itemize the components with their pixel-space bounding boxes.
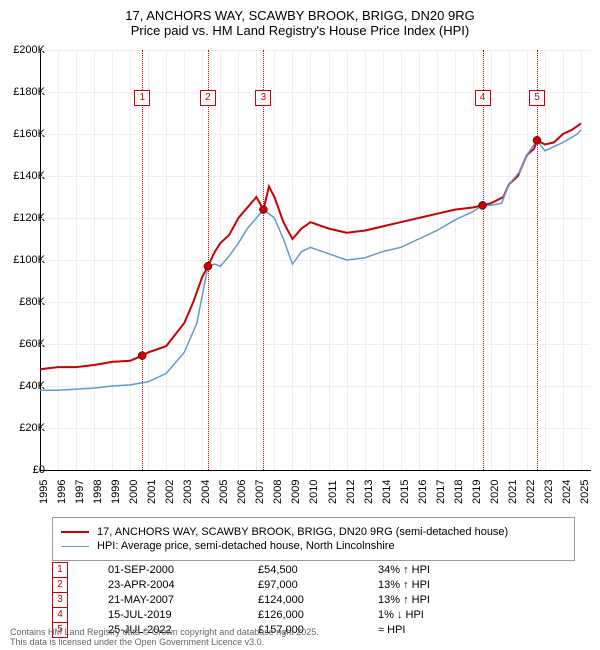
x-tick-label: 2016 [417,480,429,504]
title-sub: Price paid vs. HM Land Registry's House … [0,23,600,38]
transaction-price: £126,000 [258,609,378,621]
series-hpi [40,130,581,390]
x-tick-label: 2014 [381,480,393,504]
series-price-paid [40,124,581,370]
sale-dot [204,262,212,270]
chart-lines [40,50,590,470]
legend-swatch [61,546,89,547]
transaction-row: 1 01-SEP-2000£54,50034% ↑ HPI [52,562,468,577]
transaction-marker: 4 [52,607,68,623]
x-tick-label: 2001 [146,480,158,504]
transaction-marker: 2 [52,577,68,593]
transaction-pct: ≈ HPI [378,624,468,636]
transaction-row: 3 21-MAY-2007£124,00013% ↑ HPI [52,592,468,607]
transaction-row: 4 15-JUL-2019£126,0001% ↓ HPI [52,607,468,622]
x-tick-label: 2007 [254,480,266,504]
footer-line2: This data is licensed under the Open Gov… [10,638,319,648]
sale-dot [259,206,267,214]
x-tick-label: 2011 [327,480,339,504]
x-tick-label: 2017 [435,480,447,504]
transaction-price: £54,500 [258,564,378,576]
transaction-row: 2 23-APR-2004£97,00013% ↑ HPI [52,577,468,592]
x-tick-label: 2024 [561,480,573,504]
marker-box: 2 [200,90,216,106]
marker-box: 3 [255,90,271,106]
x-tick-label: 1996 [56,480,68,504]
title-main: 17, ANCHORS WAY, SCAWBY BROOK, BRIGG, DN… [0,8,600,23]
transaction-pct: 1% ↓ HPI [378,609,468,621]
transaction-table: 1 01-SEP-2000£54,50034% ↑ HPI 2 23-APR-2004… [52,562,468,637]
marker-box: 4 [475,90,491,106]
x-tick-label: 2009 [290,480,302,504]
legend: 17, ANCHORS WAY, SCAWBY BROOK, BRIGG, DN… [52,517,575,561]
transaction-marker: 3 [52,592,68,608]
sale-dot [138,352,146,360]
marker-box: 5 [529,90,545,106]
x-tick-label: 2003 [182,480,194,504]
x-tick-label: 2008 [272,480,284,504]
x-tick-label: 1997 [74,480,86,504]
legend-item: HPI: Average price, semi-detached house,… [61,540,566,552]
x-tick-label: 2015 [399,480,411,504]
x-tick-label: 2022 [525,480,537,504]
sale-dot [479,201,487,209]
sale-dot [533,136,541,144]
x-tick-label: 1998 [92,480,104,504]
legend-label: HPI: Average price, semi-detached house,… [97,540,395,552]
transaction-date: 23-APR-2004 [108,579,258,591]
x-tick-label: 2021 [507,480,519,504]
transaction-date: 15-JUL-2019 [108,609,258,621]
x-tick-label: 2023 [543,480,555,504]
legend-label: 17, ANCHORS WAY, SCAWBY BROOK, BRIGG, DN… [97,526,508,538]
transaction-pct: 13% ↑ HPI [378,579,468,591]
legend-swatch [61,531,89,533]
x-tick-label: 2018 [453,480,465,504]
x-tick-label: 1995 [38,480,50,504]
chart-container: 17, ANCHORS WAY, SCAWBY BROOK, BRIGG, DN… [0,0,600,650]
footer: Contains HM Land Registry data © Crown c… [10,628,319,648]
x-tick-label: 2010 [308,480,320,504]
title-area: 17, ANCHORS WAY, SCAWBY BROOK, BRIGG, DN… [0,0,600,38]
transaction-marker: 1 [52,562,68,578]
x-tick-label: 2004 [200,480,212,504]
x-tick-label: 2005 [218,480,230,504]
x-tick-label: 2025 [579,480,591,504]
x-tick-label: 2002 [164,480,176,504]
x-tick-label: 2006 [236,480,248,504]
transaction-price: £124,000 [258,594,378,606]
x-tick-label: 2000 [128,480,140,504]
transaction-date: 01-SEP-2000 [108,564,258,576]
x-tick-label: 2012 [345,480,357,504]
transaction-pct: 13% ↑ HPI [378,594,468,606]
marker-box: 1 [134,90,150,106]
legend-item: 17, ANCHORS WAY, SCAWBY BROOK, BRIGG, DN… [61,526,566,538]
transaction-price: £97,000 [258,579,378,591]
x-tick-label: 2019 [471,480,483,504]
transaction-date: 21-MAY-2007 [108,594,258,606]
x-tick-label: 2013 [363,480,375,504]
x-tick-label: 1999 [110,480,122,504]
transaction-pct: 34% ↑ HPI [378,564,468,576]
x-tick-label: 2020 [489,480,501,504]
